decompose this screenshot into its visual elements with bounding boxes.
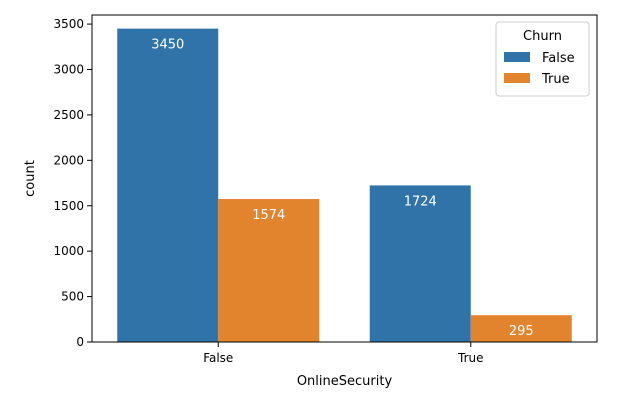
x-tick-label: False: [203, 351, 233, 365]
y-tick-label: 3500: [53, 17, 84, 31]
legend-swatch-false: [504, 52, 530, 62]
y-axis-ticks: 0 500 1000 1500 2000 2500 3000 3500: [53, 17, 92, 349]
x-axis-ticks: False True: [203, 342, 484, 365]
legend-swatch-true: [504, 73, 530, 83]
bars: 3450 1574 1724 295: [117, 28, 572, 342]
y-tick-label: 1500: [53, 199, 84, 213]
bar-true-false: [218, 199, 320, 342]
x-tick-label: True: [457, 351, 484, 365]
legend: Churn False True: [495, 21, 590, 97]
y-tick-label: 500: [61, 290, 84, 304]
bar-value-label: 3450: [151, 38, 184, 53]
y-axis-label: count: [23, 160, 38, 197]
legend-items: False True: [504, 51, 575, 87]
bar-true-true: [470, 315, 572, 342]
bar-value-label: 295: [509, 324, 534, 339]
y-tick-label: 2500: [53, 108, 84, 122]
y-tick-label: 0: [76, 335, 84, 349]
y-tick-label: 2000: [53, 153, 84, 167]
bar-value-label: 1574: [252, 208, 285, 223]
legend-label: False: [542, 51, 575, 66]
y-tick-label: 1000: [53, 244, 84, 258]
x-axis-label: OnlineSecurity: [297, 374, 393, 389]
bar-false-false: [117, 28, 219, 342]
bar-value-label: 1724: [404, 194, 437, 209]
bar-false-true: [369, 185, 471, 342]
legend-title: Churn: [523, 29, 562, 44]
y-tick-label: 3000: [53, 63, 84, 77]
legend-label: True: [541, 72, 570, 87]
plot-frame: [91, 14, 598, 343]
